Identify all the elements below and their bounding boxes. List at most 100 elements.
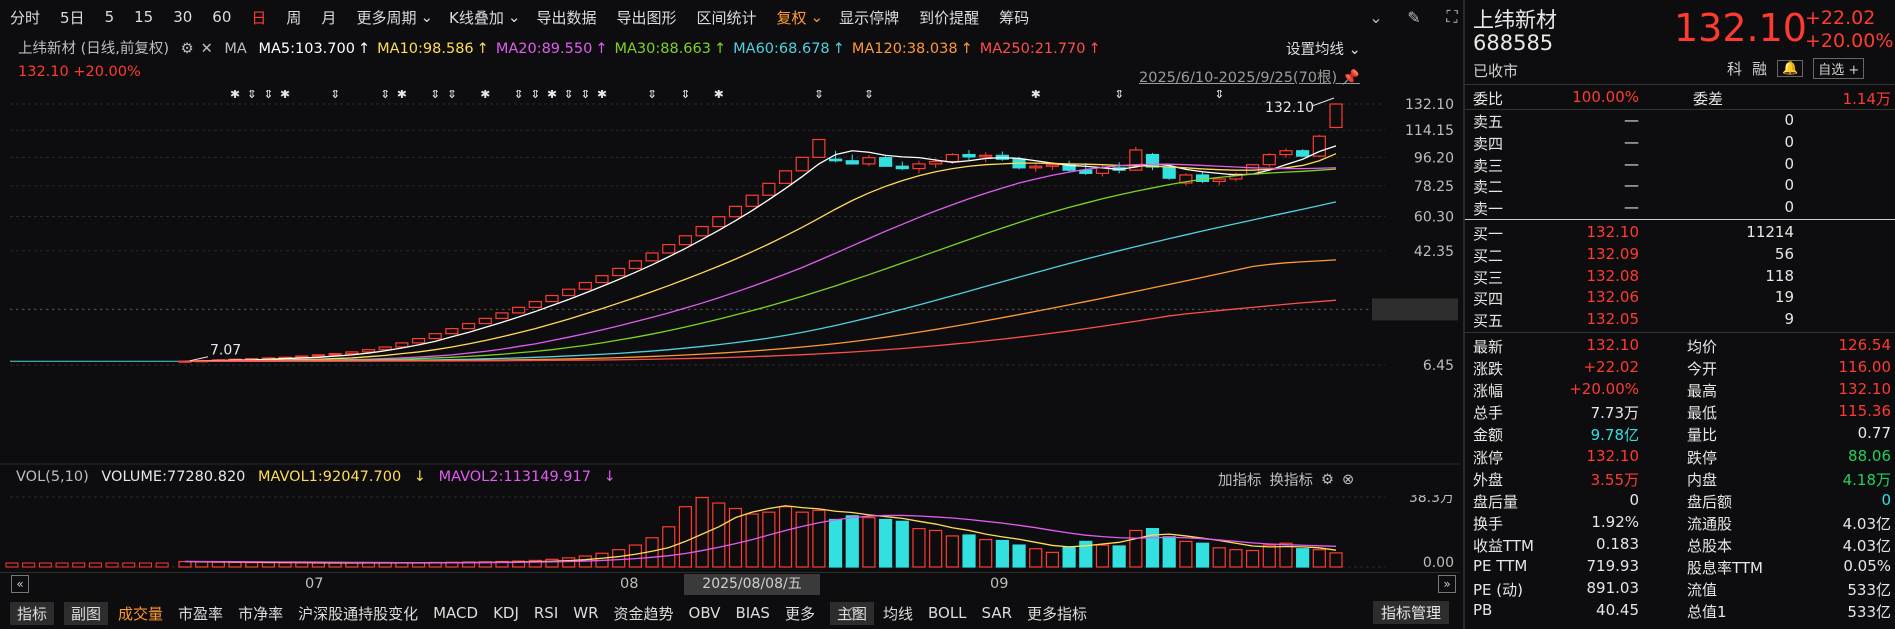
vol-bar bbox=[1062, 546, 1076, 568]
vol-bar bbox=[1229, 549, 1243, 568]
indicator-tab[interactable]: OBV bbox=[688, 604, 721, 622]
order-book-row: 卖五 —0 bbox=[1473, 111, 1794, 131]
volume-tools: 加指标 换指标 ⚙ ⊗ bbox=[1218, 469, 1354, 490]
indicator-tab[interactable]: 更多 bbox=[784, 604, 815, 623]
vol-tick-label: 38.3万 bbox=[1409, 495, 1454, 506]
indicator-tab[interactable]: 市盈率 bbox=[178, 604, 224, 623]
mavol2-line bbox=[185, 514, 1337, 564]
candle-body bbox=[378, 346, 392, 351]
toolbar-item[interactable]: 显示停牌 bbox=[839, 8, 900, 27]
quote-stat-row: PE TTM 719.93 股息率TTM 0.05% bbox=[1473, 557, 1891, 577]
indicator-tab[interactable]: MACD bbox=[433, 604, 479, 622]
toolbar-item[interactable]: 5 bbox=[104, 8, 115, 26]
settings-gear-icon[interactable]: ⚙ bbox=[1321, 471, 1334, 488]
event-marker-icon: ⇕ bbox=[564, 90, 574, 101]
candle-body bbox=[929, 160, 943, 165]
vol-bar bbox=[929, 529, 943, 568]
vol-bar bbox=[1245, 549, 1260, 568]
vol-bar bbox=[1095, 544, 1110, 568]
set-ma-button[interactable]: 设置均线 ⌄ bbox=[1286, 42, 1361, 58]
toolbar-item[interactable]: K线叠加 bbox=[449, 8, 504, 27]
bell-alert-icon[interactable]: 🔔 bbox=[1777, 60, 1804, 77]
date-range-label[interactable]: 2025/6/10-2025/9/25(70根) 📌 bbox=[1139, 70, 1360, 86]
indicator-tab[interactable]: RSI bbox=[533, 604, 559, 622]
vol-bar bbox=[1212, 547, 1226, 568]
toolbar-item[interactable]: 区间统计 bbox=[696, 8, 757, 27]
indicator-tab[interactable]: BIAS bbox=[735, 604, 770, 622]
collapse-chevron-icon[interactable]: ⌄ bbox=[1369, 7, 1383, 27]
vol-bar bbox=[795, 511, 809, 568]
pin-icon[interactable]: 📌 bbox=[1341, 70, 1360, 86]
order-book-row: 卖一 —0 bbox=[1473, 198, 1794, 219]
toolbar-item[interactable]: 60 bbox=[212, 8, 232, 26]
indicator-tab[interactable]: 资金趋势 bbox=[613, 604, 674, 623]
vol-bar bbox=[695, 496, 709, 568]
vol-bar bbox=[278, 562, 292, 568]
add-indicator-button[interactable]: 加指标 bbox=[1218, 473, 1262, 489]
candle-body bbox=[328, 353, 342, 356]
indicator-tab[interactable]: 市净率 bbox=[238, 604, 284, 623]
candle-body bbox=[411, 337, 426, 344]
settings-gear-icon[interactable]: ⚙ bbox=[180, 41, 194, 57]
toolbar-item[interactable]: 15 bbox=[134, 8, 154, 26]
quote-stat-row: 外盘 3.55万 内盘 4.18万 bbox=[1473, 470, 1891, 489]
chart-title: 上纬新材 (日线,前复权) bbox=[18, 41, 170, 57]
indicator-tab[interactable]: 成交量 bbox=[118, 604, 164, 623]
indicator-tab[interactable]: 沪深股通持股变化 bbox=[298, 604, 419, 623]
toolbar-item[interactable]: 30 bbox=[173, 8, 193, 26]
toolbar-item[interactable]: 到价提醒 bbox=[919, 8, 980, 27]
toolbar-item[interactable]: 周 bbox=[286, 8, 302, 27]
watchlist-add-button[interactable]: 自选 + bbox=[1813, 58, 1865, 79]
vol-bar bbox=[828, 518, 843, 568]
chevron-down-icon[interactable]: ⌄ bbox=[420, 8, 434, 26]
toolbar-item[interactable]: 导出数据 bbox=[536, 8, 597, 27]
indicator-tab[interactable]: 均线 bbox=[882, 604, 913, 623]
candle-body bbox=[778, 170, 793, 184]
scroll-left-icon[interactable]: « bbox=[11, 575, 29, 593]
candle-body bbox=[979, 154, 993, 158]
tag-star-market: 科 bbox=[1727, 60, 1743, 78]
toolbar-item[interactable]: 筹码 bbox=[999, 8, 1030, 27]
candlestick-chart[interactable]: 132.10114.1596.2078.2560.3042.3518.776.4… bbox=[0, 90, 1460, 465]
toolbar-item[interactable]: 导出图形 bbox=[616, 8, 677, 27]
quote-stat-row: 金额 9.78亿 量比 0.77 bbox=[1473, 424, 1891, 445]
candle-body bbox=[1212, 178, 1226, 183]
pen-draw-icon[interactable]: ✎ bbox=[1407, 7, 1421, 27]
scroll-right-icon[interactable]: » bbox=[1438, 575, 1456, 593]
candle-body bbox=[712, 216, 726, 228]
chevron-down-icon[interactable]: ⌄ bbox=[507, 8, 521, 26]
quote-panel: 上纬新材 688585 132.10 +22.02 +20.00% 已收市 科 … bbox=[1463, 0, 1895, 629]
indicator-tab[interactable]: SAR bbox=[981, 604, 1013, 622]
indicator-tab[interactable]: KDJ bbox=[493, 604, 519, 622]
vol-bar bbox=[122, 562, 136, 568]
chevron-down-icon[interactable]: ⌄ bbox=[810, 8, 824, 26]
toolbar-item[interactable]: 复权 bbox=[776, 8, 807, 27]
toolbar-item[interactable]: 分时 bbox=[10, 8, 41, 27]
vol-bar bbox=[195, 561, 209, 568]
vol-bar bbox=[728, 507, 743, 568]
indicator-tab[interactable]: WR bbox=[573, 604, 599, 622]
indicator-tab[interactable]: 更多指标 bbox=[1027, 604, 1088, 623]
candle-body bbox=[678, 235, 693, 246]
switch-indicator-button[interactable]: 换指标 bbox=[1269, 473, 1314, 489]
volume-chart[interactable]: 38.3万 0.00 bbox=[0, 495, 1460, 571]
date-axis: « » 07 08 09 2025/08/08/五 bbox=[0, 572, 1460, 595]
indicator-manage-button[interactable]: 指标管理 bbox=[1373, 601, 1450, 624]
ma-legend-item: MA60:68.678 ↑ bbox=[733, 41, 845, 57]
candle-body bbox=[495, 312, 509, 319]
toolbar-item[interactable]: 更多周期 bbox=[356, 8, 417, 27]
toolbar-item[interactable]: 月 bbox=[321, 8, 337, 27]
indicator-tab[interactable]: BOLL bbox=[927, 604, 967, 622]
close-icon[interactable]: ⊗ bbox=[1342, 471, 1355, 488]
fullscreen-icon[interactable]: ⛶ bbox=[1446, 7, 1458, 26]
ma-line-ma120 bbox=[185, 259, 1337, 362]
indicator-tab[interactable]: 指标 bbox=[10, 601, 55, 625]
help-icon[interactable]: ? bbox=[847, 606, 861, 620]
indicator-tab[interactable]: 副图 bbox=[64, 601, 109, 625]
vol-bar bbox=[261, 562, 276, 568]
toolbar-item[interactable]: 5日 bbox=[60, 8, 85, 27]
vol-bar bbox=[1129, 529, 1143, 568]
toolbar-item[interactable]: 日 bbox=[251, 8, 267, 27]
close-icon[interactable]: ✕ bbox=[200, 41, 213, 57]
vol-bar bbox=[912, 528, 926, 568]
